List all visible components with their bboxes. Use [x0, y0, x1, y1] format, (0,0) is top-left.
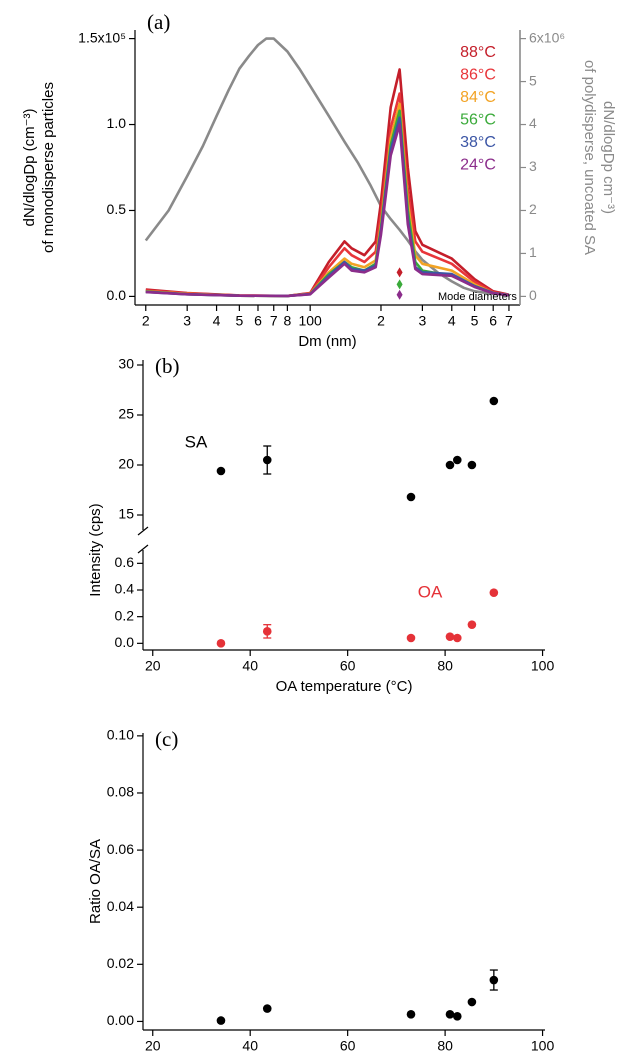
- data-point: [262, 1004, 272, 1013]
- data-point: [406, 492, 416, 502]
- x-tick-label: 60: [340, 1038, 356, 1054]
- legend-label: 56°C: [460, 112, 496, 129]
- data-point: [467, 997, 477, 1007]
- y-axis-label: Intensity (cps): [87, 503, 104, 596]
- mode-diameter-marker: [396, 289, 403, 300]
- x-tick-label: 8: [283, 313, 291, 329]
- y-axis-label: Ratio OA/SA: [87, 839, 104, 924]
- y-tick-label: 0.06: [107, 841, 134, 857]
- x-tick-label: 2: [142, 313, 150, 329]
- y-tick-label: 0.04: [107, 898, 134, 914]
- y2-tick-label: 3: [529, 158, 537, 174]
- panel-label: (c): [155, 727, 178, 751]
- x-tick-label: 6: [489, 313, 497, 329]
- y-tick-label: 0.0: [107, 287, 127, 303]
- mode-diameters-label: Mode diameters: [438, 291, 517, 303]
- panel-label: (a): [147, 10, 170, 34]
- y2-tick-label: 4: [529, 115, 537, 131]
- x-tick-label: 100: [531, 658, 555, 674]
- y-tick-label: 0.6: [115, 554, 135, 570]
- y-tick-label: 0.00: [107, 1012, 134, 1028]
- x-tick-label: 2: [377, 313, 385, 329]
- x-tick-label: 4: [448, 313, 456, 329]
- data-point: [467, 620, 477, 629]
- series-label: OA: [418, 582, 443, 601]
- data-point: [445, 632, 455, 641]
- data-line: [144, 37, 510, 297]
- y-tick-label: 30: [118, 356, 134, 372]
- data-point: [489, 396, 499, 406]
- x-axis-label: Dm (nm): [298, 333, 356, 350]
- x-tick-label: 6: [254, 313, 262, 329]
- x-tick-label: 3: [418, 313, 426, 329]
- legend-label: 88°C: [460, 44, 496, 61]
- x-tick-label: 40: [242, 1038, 258, 1054]
- y-tick-label: 0.10: [107, 727, 134, 743]
- data-point: [489, 975, 499, 985]
- axis-break: [137, 544, 149, 554]
- legend-label: 24°C: [460, 157, 496, 174]
- data-point: [406, 633, 416, 643]
- x-tick-label: 3: [183, 313, 191, 329]
- y-tick-label: 0.5: [107, 201, 127, 217]
- x-tick-label: 60: [340, 658, 356, 674]
- y-tick-label: 25: [118, 406, 134, 422]
- x-tick-label: 5: [471, 313, 479, 329]
- series-label: SA: [185, 432, 208, 451]
- x-tick-label: 40: [242, 658, 258, 674]
- data-point: [216, 639, 226, 648]
- x-axis-label: OA temperature (°C): [276, 678, 413, 695]
- x-tick-label: 80: [437, 1038, 453, 1054]
- y-tick-label: 0.2: [115, 607, 135, 623]
- data-point: [445, 460, 455, 470]
- y-axis-label: of monodisperse particles: [40, 82, 57, 253]
- data-point: [452, 633, 462, 643]
- y2-tick-label: 0: [529, 287, 537, 303]
- data-point: [216, 466, 226, 476]
- y-tick-label: 1.5x10⁵: [78, 29, 126, 45]
- legend-label: 38°C: [460, 134, 496, 151]
- data-point: [452, 455, 462, 465]
- data-point: [467, 460, 477, 470]
- data-point: [216, 1016, 226, 1025]
- data-line: [145, 123, 510, 298]
- x-tick-label: 100: [298, 313, 322, 329]
- x-tick-label: 100: [531, 1038, 555, 1054]
- y2-axis-label: of polydisperse, uncoated SA: [581, 60, 598, 255]
- y2-axis-label: dN/dlogDp cm⁻³): [600, 101, 617, 214]
- legend-label: 84°C: [460, 89, 496, 106]
- data-point: [262, 455, 272, 465]
- x-tick-label: 4: [213, 313, 221, 329]
- y-axis-label: dN/dlogDp (cm⁻³): [21, 109, 38, 227]
- y-tick-label: 1.0: [107, 115, 127, 131]
- y2-tick-label: 5: [529, 72, 537, 88]
- panel-label: (b): [155, 354, 180, 378]
- data-point: [406, 1009, 416, 1019]
- y-tick-label: 0.0: [115, 634, 135, 650]
- data-point: [452, 1011, 462, 1021]
- y-tick-label: 20: [118, 456, 134, 472]
- x-tick-label: 7: [270, 313, 278, 329]
- y-tick-label: 0.08: [107, 784, 134, 800]
- x-tick-label: 80: [437, 658, 453, 674]
- y-tick-label: 15: [118, 506, 134, 522]
- mode-diameter-marker: [396, 267, 403, 278]
- data-line: [145, 68, 510, 298]
- y2-tick-label: 6x10⁶: [529, 29, 565, 45]
- axis-break: [137, 526, 149, 536]
- x-tick-label: 20: [145, 1038, 161, 1054]
- data-point: [262, 627, 272, 636]
- y-tick-label: 0.02: [107, 955, 134, 971]
- x-tick-label: 7: [505, 313, 513, 329]
- legend-label: 86°C: [460, 67, 496, 84]
- x-tick-label: 20: [145, 658, 161, 674]
- y2-tick-label: 2: [529, 201, 537, 217]
- x-tick-label: 5: [235, 313, 243, 329]
- data-point: [445, 1009, 455, 1019]
- mode-diameter-marker: [396, 279, 403, 290]
- y2-tick-label: 1: [529, 244, 537, 260]
- data-point: [489, 588, 499, 597]
- y-tick-label: 0.4: [115, 581, 135, 597]
